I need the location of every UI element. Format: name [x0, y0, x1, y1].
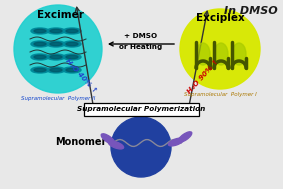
Ellipse shape	[31, 54, 49, 60]
Text: Exciplex: Exciplex	[196, 13, 245, 23]
Text: Excimer: Excimer	[37, 10, 83, 20]
Ellipse shape	[31, 41, 49, 47]
Text: Supramolecular  Polymer II: Supramolecular Polymer II	[21, 96, 95, 101]
Ellipse shape	[214, 43, 228, 65]
Text: or Heating: or Heating	[119, 44, 163, 50]
Circle shape	[14, 5, 102, 93]
Ellipse shape	[63, 28, 81, 34]
Ellipse shape	[34, 55, 46, 59]
Ellipse shape	[63, 41, 81, 47]
Ellipse shape	[50, 29, 62, 33]
Ellipse shape	[34, 68, 46, 72]
Ellipse shape	[34, 42, 46, 46]
Ellipse shape	[31, 28, 49, 34]
FancyBboxPatch shape	[83, 102, 198, 115]
Ellipse shape	[108, 141, 124, 149]
Text: Monomer: Monomer	[55, 137, 106, 147]
Ellipse shape	[47, 54, 65, 60]
Ellipse shape	[196, 43, 210, 65]
Ellipse shape	[50, 42, 62, 46]
Ellipse shape	[50, 68, 62, 72]
Ellipse shape	[47, 67, 65, 73]
Text: + DMSO: + DMSO	[125, 33, 158, 39]
Text: Supramolecular  Polymer I: Supramolecular Polymer I	[184, 92, 256, 97]
Ellipse shape	[31, 67, 49, 73]
Ellipse shape	[66, 29, 78, 33]
Ellipse shape	[66, 42, 78, 46]
Ellipse shape	[66, 68, 78, 72]
Circle shape	[111, 117, 171, 177]
Ellipse shape	[101, 134, 115, 144]
Ellipse shape	[63, 54, 81, 60]
Ellipse shape	[232, 43, 246, 65]
Ellipse shape	[47, 28, 65, 34]
Ellipse shape	[34, 29, 46, 33]
Ellipse shape	[50, 55, 62, 59]
Text: In DMSO: In DMSO	[224, 6, 278, 16]
Ellipse shape	[178, 132, 192, 142]
Text: H₂O 40% ↑: H₂O 40% ↑	[64, 58, 98, 94]
Text: Supramolecular Polymerization: Supramolecular Polymerization	[77, 106, 205, 112]
Ellipse shape	[168, 138, 184, 146]
Ellipse shape	[63, 67, 81, 73]
Ellipse shape	[47, 41, 65, 47]
Circle shape	[180, 9, 260, 89]
Ellipse shape	[66, 55, 78, 59]
Text: H₂O 90% ↑: H₂O 90% ↑	[186, 58, 220, 94]
